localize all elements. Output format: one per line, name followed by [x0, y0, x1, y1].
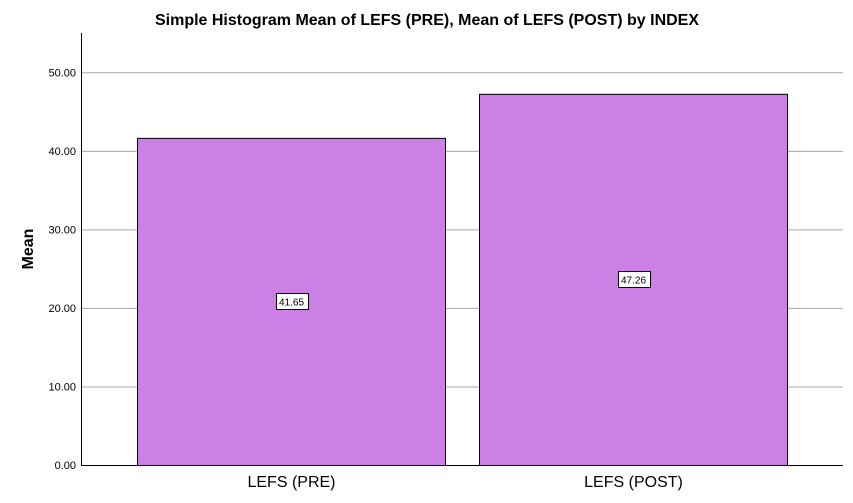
- y-tick-label: 50.00: [48, 67, 76, 79]
- data-label-box: [276, 293, 309, 310]
- y-tick-labels: 0.00 10.00 20.00 30.00 40.00 50.00: [48, 67, 76, 472]
- y-axis-label: Mean: [20, 229, 37, 270]
- x-category-labels: LEFS (PRE) LEFS (POST): [247, 474, 682, 491]
- y-tick-label: 20.00: [48, 303, 76, 315]
- bars: [137, 93, 788, 466]
- data-label: 41.65: [276, 293, 309, 310]
- y-tick-label: 10.00: [48, 381, 76, 393]
- x-category-label: LEFS (POST): [584, 474, 683, 491]
- chart-title: Simple Histogram Mean of LEFS (PRE), Mea…: [155, 12, 699, 29]
- y-tick-label: 40.00: [48, 146, 76, 158]
- data-label-box: [618, 271, 651, 288]
- data-labels: 41.65 47.26: [276, 271, 651, 310]
- data-label-text: 41.65: [279, 297, 304, 308]
- data-label: 47.26: [618, 271, 651, 288]
- data-label-text: 47.26: [621, 275, 646, 286]
- x-category-label: LEFS (PRE): [247, 474, 335, 491]
- axes: [81, 33, 843, 466]
- y-tick-label: 30.00: [48, 224, 76, 236]
- y-tick-label: 0.00: [55, 460, 76, 472]
